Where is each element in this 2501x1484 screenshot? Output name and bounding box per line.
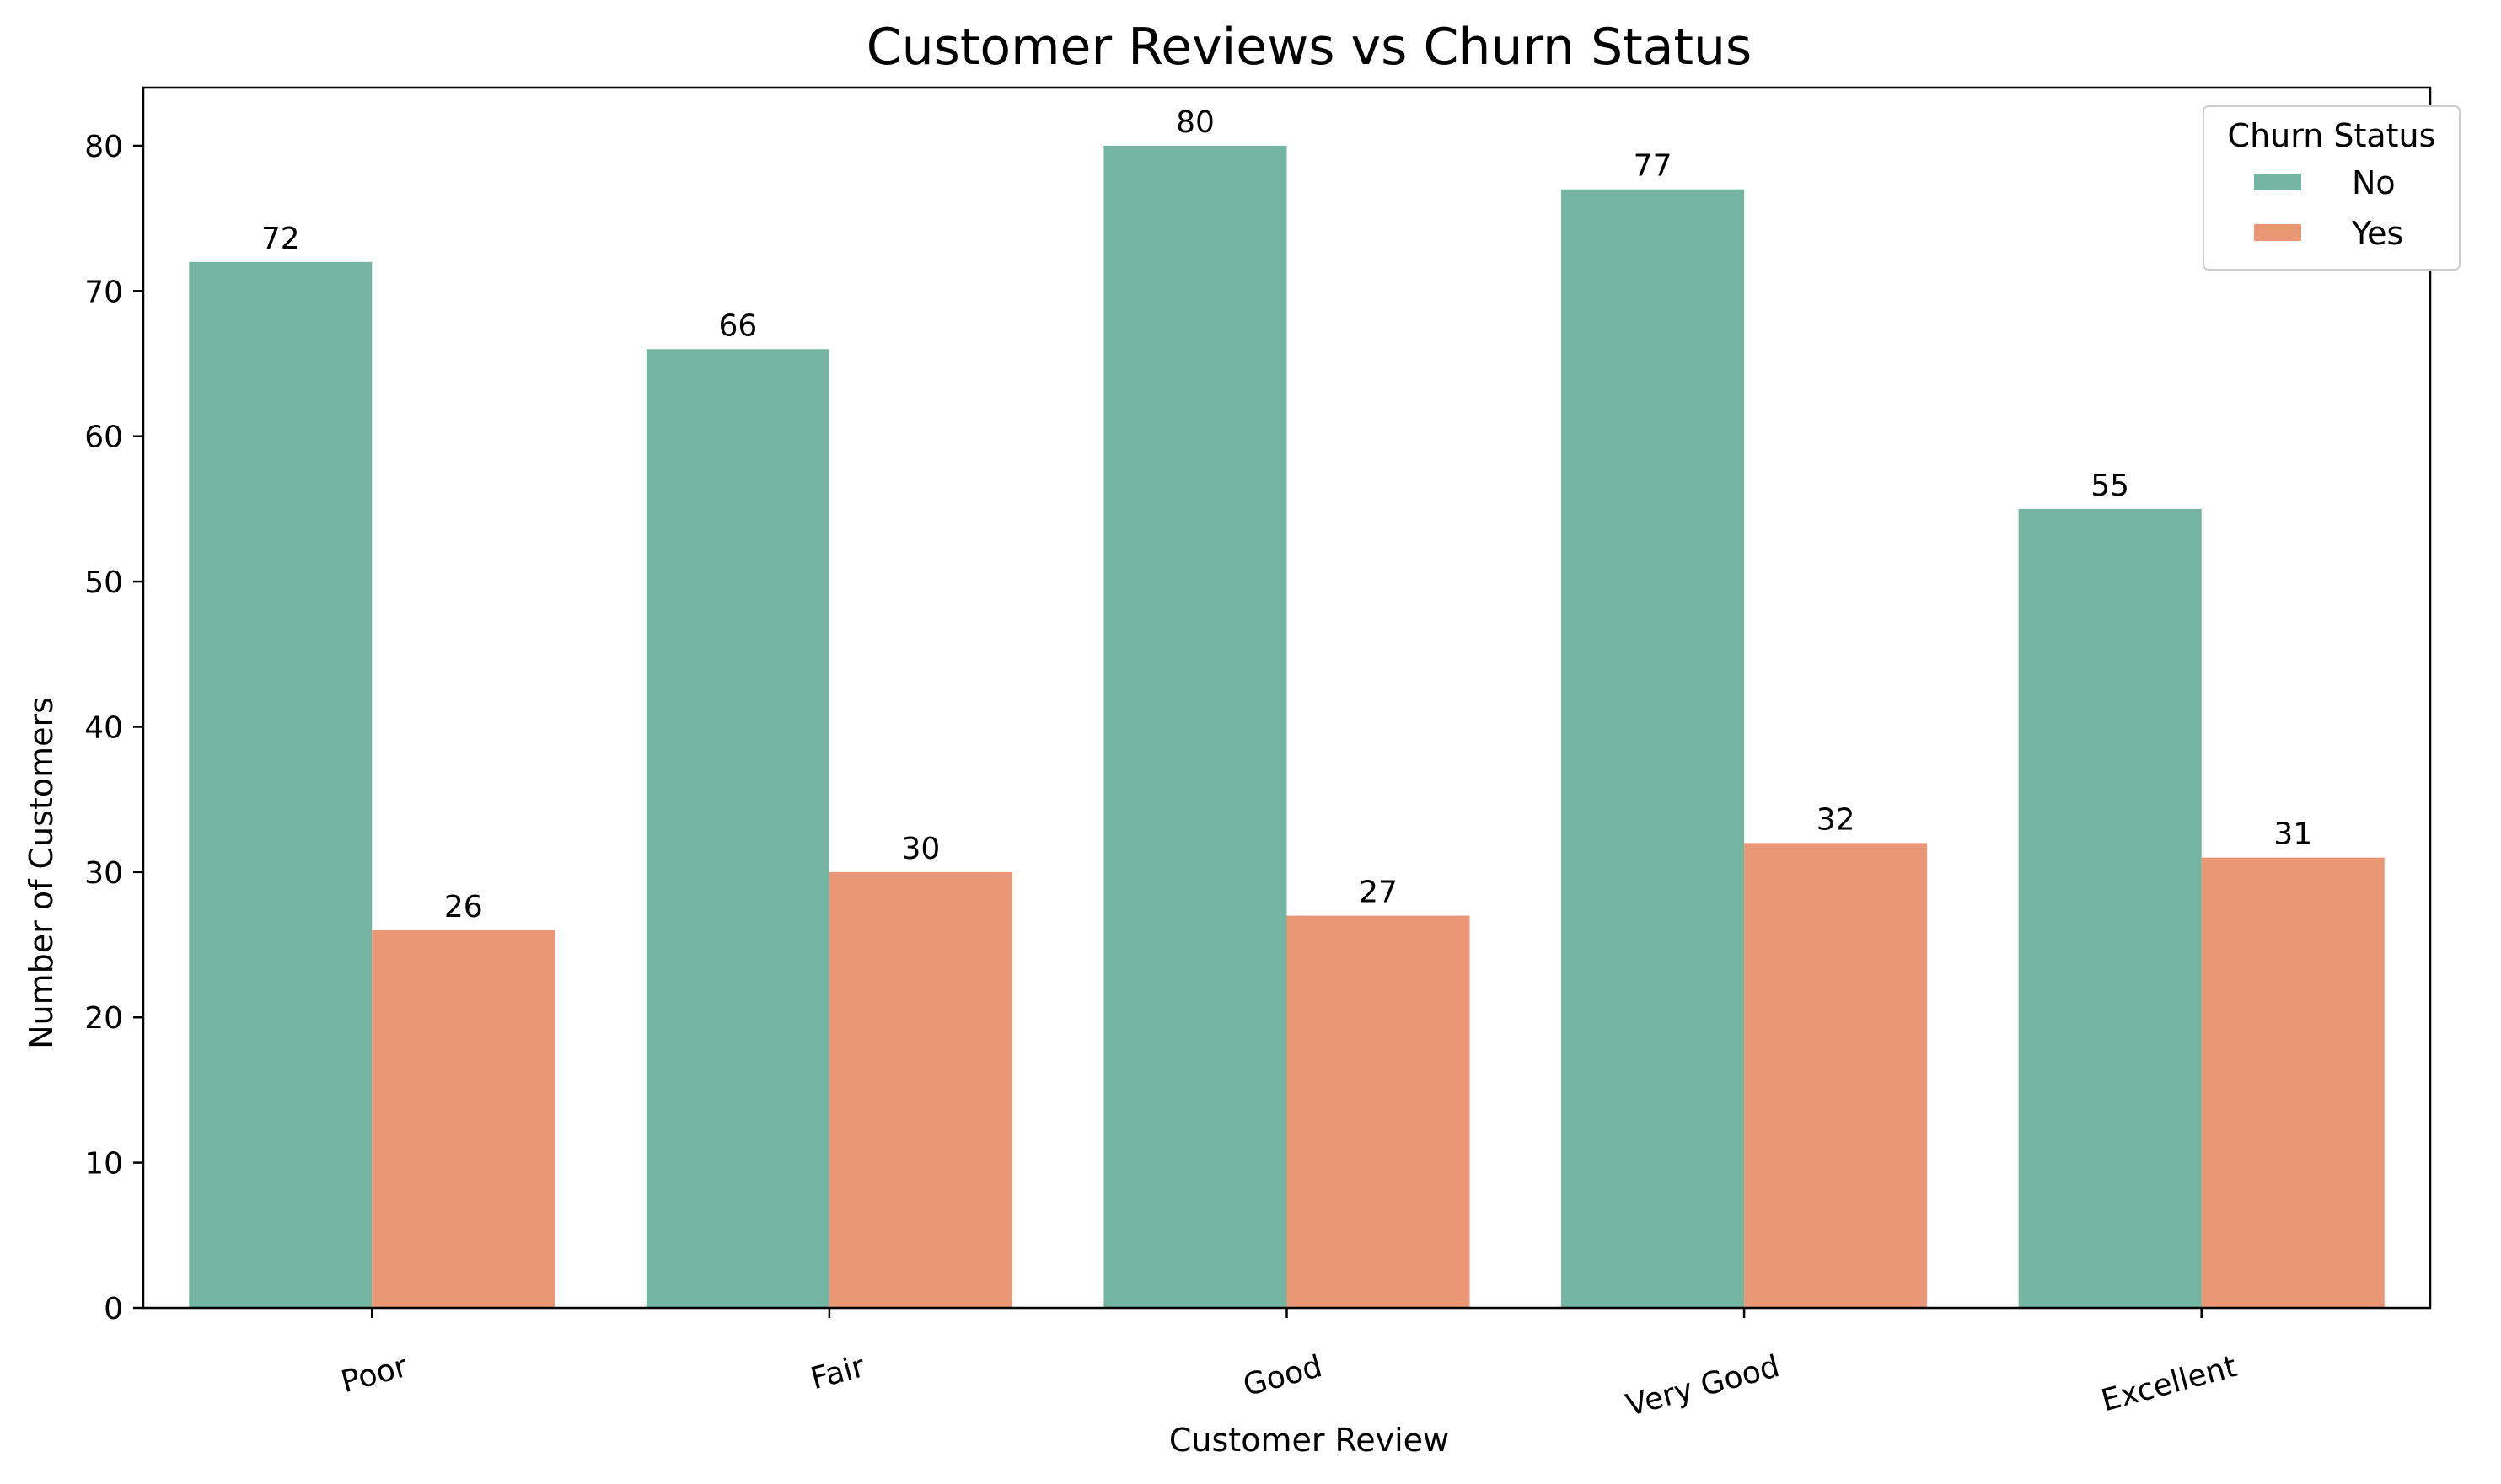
bar-poor-yes [372, 930, 555, 1308]
legend-label-no: No [2352, 164, 2396, 201]
data-label-very-good-yes: 32 [1817, 802, 1855, 837]
x-tick-label: Good [1240, 1349, 1326, 1403]
data-label-good-no: 80 [1176, 105, 1215, 140]
x-axis-label: Customer Review [1169, 1422, 1449, 1459]
bar-very-good-yes [1744, 843, 1928, 1308]
bar-excellent-yes [2201, 857, 2385, 1308]
y-tick-label: 40 [84, 710, 123, 745]
x-tick-label: Excellent [2098, 1349, 2241, 1418]
bar-excellent-no [2018, 508, 2202, 1308]
bars-layer [189, 145, 2385, 1309]
chart-title: Customer Reviews vs Churn Status [867, 18, 1752, 77]
data-label-poor-yes: 26 [444, 890, 483, 924]
y-tick-label: 20 [84, 1001, 123, 1036]
data-label-excellent-yes: 31 [2273, 817, 2312, 852]
data-labels-layer: 72 66 80 77 55 26 30 27 32 31 [261, 105, 2312, 924]
data-label-good-yes: 27 [1359, 876, 1398, 910]
legend-swatch-no [2254, 174, 2301, 190]
legend-swatch-yes [2254, 224, 2301, 241]
bar-good-yes [1286, 915, 1470, 1308]
legend-label-yes: Yes [2351, 215, 2403, 252]
bar-fair-no [646, 349, 829, 1309]
legend: Churn Status No Yes [2203, 105, 2461, 271]
y-tick-label: 80 [84, 130, 123, 164]
y-tick-label: 30 [84, 856, 123, 891]
data-label-fair-yes: 30 [902, 832, 941, 866]
y-tick-label: 0 [104, 1292, 123, 1326]
y-axis-label: Number of Customers [23, 697, 60, 1049]
data-label-poor-no: 72 [261, 222, 300, 256]
x-tick-label: Fair [808, 1349, 869, 1396]
x-tick-label: Poor [337, 1349, 411, 1400]
bar-poor-no [189, 261, 373, 1308]
data-label-fair-no: 66 [718, 308, 757, 343]
data-label-excellent-no: 55 [2090, 469, 2129, 503]
y-tick-label: 50 [84, 565, 123, 600]
y-tick-label: 70 [84, 275, 123, 309]
legend-title: Churn Status [2228, 117, 2436, 154]
bar-fair-yes [829, 871, 1012, 1308]
y-tick-label: 10 [84, 1147, 123, 1181]
bar-good-no [1103, 145, 1287, 1308]
data-label-very-good-no: 77 [1634, 149, 1672, 184]
y-tick-label: 60 [84, 421, 123, 455]
x-tick-label: Very Good [1623, 1349, 1784, 1423]
bar-very-good-no [1561, 189, 1745, 1309]
